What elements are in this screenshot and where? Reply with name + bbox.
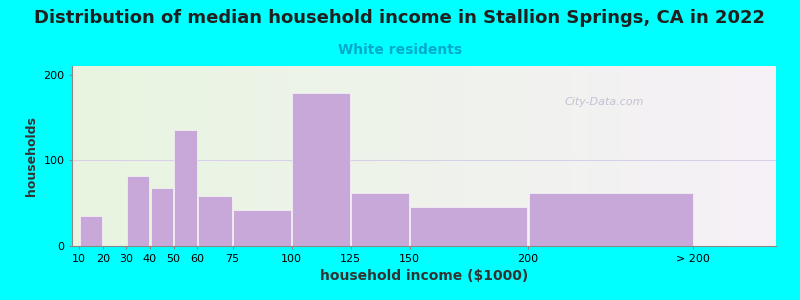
Text: City-Data.com: City-Data.com	[565, 97, 644, 107]
Bar	[174, 130, 197, 246]
Bar	[198, 196, 232, 246]
Bar	[529, 193, 693, 246]
Text: White residents: White residents	[338, 44, 462, 58]
Bar	[80, 216, 102, 246]
Bar	[127, 176, 150, 246]
Bar	[292, 93, 350, 246]
X-axis label: household income ($1000): household income ($1000)	[320, 269, 528, 283]
Bar	[234, 210, 291, 246]
Bar	[150, 188, 173, 246]
Text: Distribution of median household income in Stallion Springs, CA in 2022: Distribution of median household income …	[34, 9, 766, 27]
Y-axis label: households: households	[25, 116, 38, 196]
Bar	[351, 193, 410, 246]
Bar	[410, 207, 527, 246]
